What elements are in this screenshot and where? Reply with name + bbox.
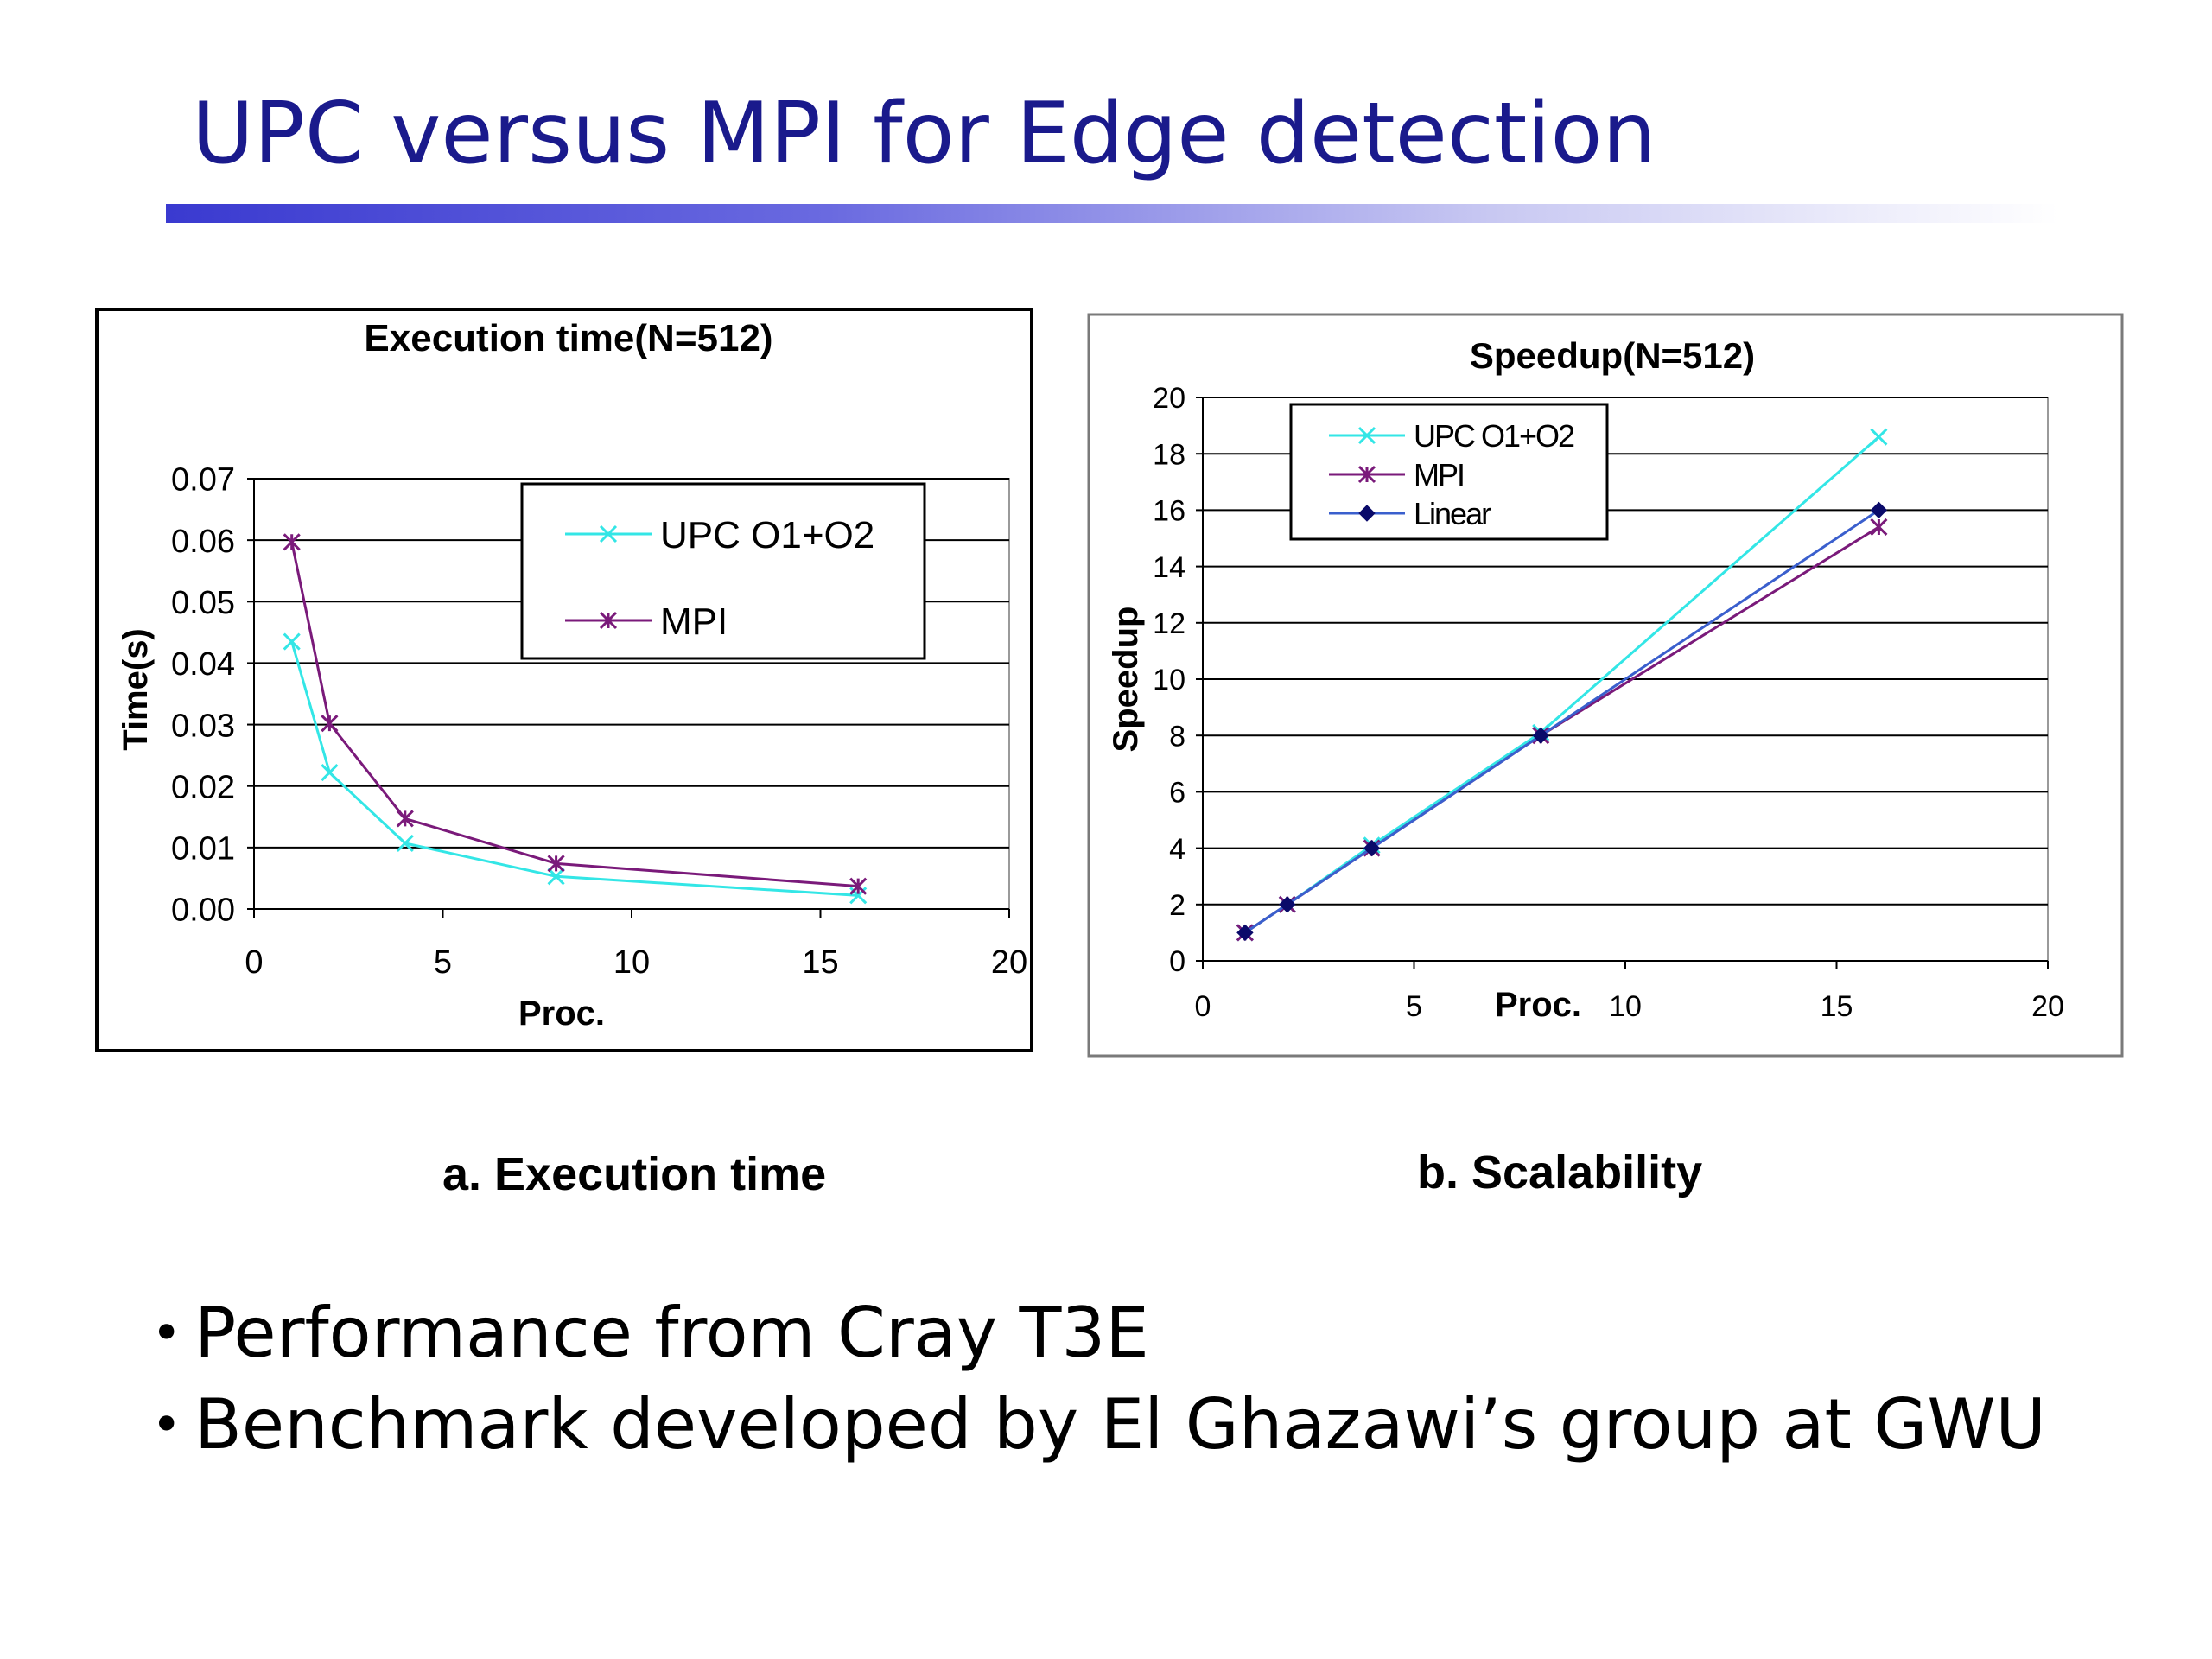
caption-execution-time: a. Execution time xyxy=(442,1148,827,1200)
legend-marker xyxy=(1358,505,1376,522)
bullet-dot: • xyxy=(151,1303,182,1363)
bullet-dot: • xyxy=(151,1395,182,1455)
caption-scalability: b. Scalability xyxy=(1417,1147,1703,1198)
data-point xyxy=(1532,727,1549,744)
data-point xyxy=(1870,518,1888,537)
x-axis-title: Proc. xyxy=(518,995,605,1033)
x-tick-label: 15 xyxy=(802,944,838,981)
bullet-text: Performance from Cray T3E xyxy=(194,1293,1149,1373)
y-tick-label: 0.05 xyxy=(171,585,235,621)
data-point xyxy=(1870,428,1888,446)
y-tick-label: 0.00 xyxy=(171,893,235,929)
chart-frame xyxy=(95,308,1033,1052)
data-point xyxy=(396,834,414,852)
data-point xyxy=(1236,924,1254,942)
y-tick-label: 8 xyxy=(1169,720,1185,753)
data-point xyxy=(849,877,868,895)
x-tick-label: 10 xyxy=(613,944,650,981)
bullet-item: • Performance from Cray T3E xyxy=(151,1287,2046,1379)
data-point xyxy=(547,855,565,873)
data-point xyxy=(1870,501,1888,519)
y-tick-label: 0.03 xyxy=(171,708,235,744)
y-axis-title: Speedup xyxy=(1107,607,1145,753)
y-tick-label: 0.02 xyxy=(171,769,235,805)
x-tick-label: 5 xyxy=(434,944,452,981)
y-tick-label: 4 xyxy=(1169,833,1185,866)
legend-box xyxy=(1289,403,1609,541)
x-tick-label: 20 xyxy=(2031,990,2064,1023)
legend-label: Linear xyxy=(1414,496,1491,531)
legend-label: MPI xyxy=(1414,457,1464,493)
y-tick-label: 0.04 xyxy=(171,646,235,683)
y-tick-label: 0.01 xyxy=(171,831,235,868)
series-upc-o1-o2 xyxy=(283,632,868,905)
series-mpi xyxy=(283,533,868,895)
execution-time-chart: Execution time(N=512) 0.00 0.01 0.02 0.03 0.0… xyxy=(95,308,1033,1052)
y-tick-label: 0.07 xyxy=(171,462,235,499)
x-tick-label: 10 xyxy=(1609,990,1642,1023)
bullet-item: • Benchmark developed by El Ghazawi’s gro… xyxy=(151,1379,2046,1471)
bullet-list: • Performance from Cray T3E • Benchmark de… xyxy=(151,1287,2046,1471)
legend-marker xyxy=(599,524,618,543)
data-point xyxy=(321,715,339,733)
data-point xyxy=(396,810,414,828)
y-tick-label: 14 xyxy=(1153,551,1185,584)
x-axis-title: Proc. xyxy=(1495,986,1581,1024)
y-tick-label: 18 xyxy=(1153,438,1185,471)
slide-title: UPC versus MPI for Edge detection xyxy=(192,85,1656,183)
title-underline-bar xyxy=(166,204,2058,223)
y-tick-label: 2 xyxy=(1169,889,1185,922)
y-tick-label: 0.06 xyxy=(171,524,235,560)
x-tick-label: 0 xyxy=(1195,990,1211,1023)
bullet-text: Benchmark developed by El Ghazawi’s grou… xyxy=(194,1384,2046,1465)
y-tick-label: 10 xyxy=(1153,664,1185,696)
data-point xyxy=(321,764,339,782)
y-tick-label: 20 xyxy=(1153,382,1185,415)
y-tick-label: 16 xyxy=(1153,495,1185,528)
legend-marker xyxy=(599,611,618,630)
legend-marker xyxy=(1357,426,1376,445)
legend-label: UPC O1+O2 xyxy=(1414,418,1574,454)
legend-marker xyxy=(1357,465,1376,484)
y-tick-label: 12 xyxy=(1153,607,1185,640)
chart-title: Speedup(N=512) xyxy=(1470,335,1755,376)
data-point xyxy=(547,868,565,886)
x-tick-label: 5 xyxy=(1406,990,1422,1023)
y-tick-label: 0 xyxy=(1169,945,1185,978)
data-point xyxy=(283,632,301,651)
data-point xyxy=(283,533,301,551)
x-tick-label: 0 xyxy=(245,944,263,981)
speedup-chart: Speedup(N=512) 0 2 4 6 8 10 12 14 16 18 20 0 5 10 15 20 P… xyxy=(1087,313,2124,1058)
legend-label: MPI xyxy=(660,601,728,643)
y-tick-label: 6 xyxy=(1169,777,1185,810)
y-axis-title: Time(s) xyxy=(117,628,155,751)
data-point xyxy=(1363,839,1381,857)
legend-label: UPC O1+O2 xyxy=(660,514,874,556)
data-point xyxy=(1279,896,1296,913)
x-tick-label: 20 xyxy=(991,944,1027,981)
series-linear xyxy=(1236,501,1888,942)
x-tick-label: 15 xyxy=(1821,990,1853,1023)
legend-box xyxy=(520,482,926,660)
chart-title: Execution time(N=512) xyxy=(364,317,772,359)
